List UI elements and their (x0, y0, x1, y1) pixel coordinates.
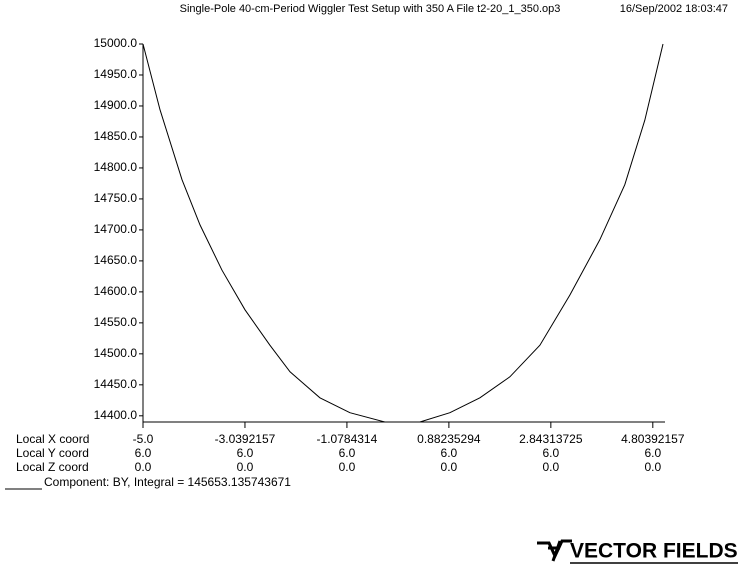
data-line (142, 43, 664, 423)
timestamp: 16/Sep/2002 18:03:47 (620, 3, 728, 15)
y-tick-label: 14500.0 (94, 346, 138, 360)
table-cell: 6.0 (237, 446, 254, 460)
table-cell: 6.0 (339, 446, 356, 460)
y-tick-label: 14950.0 (94, 67, 138, 81)
x-tick-label: -5.0 (133, 432, 154, 446)
table-cell: 6.0 (644, 446, 661, 460)
y-tick-label: 14650.0 (94, 253, 138, 267)
y-tick-label: 14450.0 (94, 377, 138, 391)
row-label: Local Y coord (16, 446, 89, 460)
table-cell: 6.0 (441, 446, 458, 460)
x-tick-label: 0.88235294 (417, 432, 481, 446)
y-tick-label: 14900.0 (94, 98, 138, 112)
x-tick-label: 2.84313725 (519, 432, 583, 446)
table-cell: 0.0 (237, 460, 254, 474)
x-tick-label: -3.0392157 (215, 432, 276, 446)
y-tick-label: 15000.0 (94, 36, 138, 50)
logo-text: VECTOR FIELDS (570, 540, 738, 563)
y-tick-label: 14400.0 (94, 408, 138, 422)
y-tick-label: 14550.0 (94, 315, 138, 329)
table-cell: 0.0 (644, 460, 661, 474)
row-label: Local X coord (16, 432, 89, 446)
table-cell: 0.0 (339, 460, 356, 474)
x-tick-label: 4.80392157 (621, 432, 685, 446)
y-tick-label: 14750.0 (94, 191, 138, 205)
component-label: Component: BY, Integral = 145653.1357436… (44, 475, 291, 489)
x-tick-label: -1.0784314 (317, 432, 378, 446)
logo-mark (537, 539, 572, 562)
row-label: Local Z coord (16, 460, 89, 474)
chart-title: Single-Pole 40-cm-Period Wiggler Test Se… (180, 3, 561, 15)
table-cell: 0.0 (135, 460, 152, 474)
y-tick-label: 14850.0 (94, 129, 138, 143)
table-cell: 0.0 (441, 460, 458, 474)
y-tick-label: 14700.0 (94, 222, 138, 236)
y-tick-label: 14600.0 (94, 284, 138, 298)
table-cell: 6.0 (135, 446, 152, 460)
y-tick-label: 14800.0 (94, 160, 138, 174)
table-cell: 6.0 (542, 446, 559, 460)
table-cell: 0.0 (542, 460, 559, 474)
